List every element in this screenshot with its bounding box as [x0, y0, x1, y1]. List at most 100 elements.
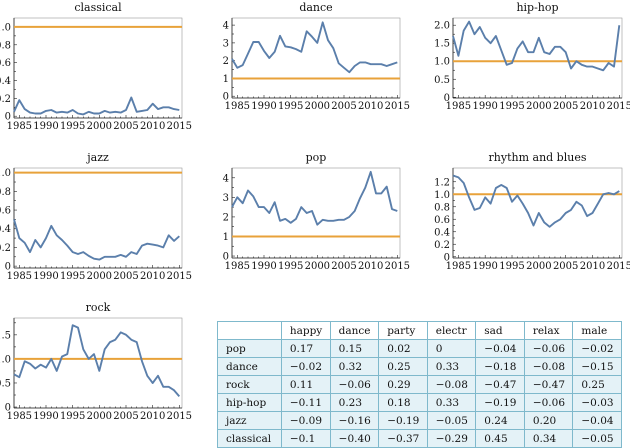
table-cell: −0.08 [523, 357, 574, 376]
y-tick-label: 0.6 [434, 215, 450, 226]
series-line [13, 96, 180, 116]
y-tick-label: 4 [223, 21, 229, 32]
table-cell: hip-hop [217, 393, 282, 412]
y-tick-label: 3 [223, 193, 229, 204]
chart-title: classical [74, 1, 122, 14]
y-tick-label: 1.0 [0, 168, 11, 179]
table-cell: −0.03 [572, 393, 622, 412]
table-cell: −0.29 [426, 429, 477, 448]
chart-dance: dance 0 1 2 3 4 1985 1990 1995 2000 2005 2010 2015 [223, 1, 410, 112]
x-tick-label: 2010 [580, 101, 605, 112]
y-tick-label: 0.6 [0, 206, 11, 217]
y-tick-label: 2 [223, 212, 229, 223]
x-tick-label: 2000 [87, 411, 112, 422]
y-tick-label: 0.2 [0, 94, 11, 105]
chart-title: rhythm and blues [489, 151, 587, 164]
table-header-cell: electr [426, 321, 477, 340]
table-cell: −0.19 [475, 393, 525, 412]
y-tick-label: 1.0 [0, 354, 11, 365]
table-row: jazz −0.09 −0.16 −0.19 −0.05 0.24 0.20 −… [217, 411, 622, 430]
table-header-cell: sad [475, 321, 525, 340]
table-header-cell: relax [523, 321, 574, 340]
x-tick-label: 1990 [251, 261, 276, 272]
table-cell: 0.34 [523, 429, 574, 448]
table-cell: −0.02 [572, 339, 622, 358]
table-cell: −0.16 [329, 411, 380, 430]
table-cell: −0.06 [329, 375, 380, 394]
table-cell: 0.15 [329, 339, 380, 358]
series-line [13, 219, 180, 261]
table-row: hip-hop −0.11 0.23 0.18 0.33 −0.19 −0.06… [217, 393, 622, 412]
x-tick-label: 1985 [7, 271, 32, 282]
table-cell: 0.33 [426, 393, 477, 412]
x-tick-label: 1995 [60, 121, 85, 132]
chart-hip-hop: hip-hop 0 0.5 1.0 1.5 2.0 1985 1990 1995 2000 2005… [434, 1, 630, 112]
table-header-cell [217, 321, 282, 340]
table-row: rock 0.11 −0.06 0.29 −0.08 −0.47 −0.47 0… [217, 375, 622, 394]
x-tick-label: 1995 [499, 261, 524, 272]
y-tick-label: 0.2 [434, 240, 450, 251]
x-tick-label: 2000 [305, 261, 330, 272]
table-header-cell: dance [329, 321, 380, 340]
y-tick-label: 0 [5, 112, 11, 123]
x-tick-label: 1990 [33, 411, 58, 422]
table-cell: −0.09 [280, 411, 331, 430]
table-cell: −0.08 [426, 375, 477, 394]
plot-frame [13, 167, 183, 269]
x-tick-label: 2010 [140, 411, 165, 422]
y-tick-label: 1 [223, 232, 229, 243]
series-line [231, 170, 398, 226]
x-tick-label: 2005 [553, 261, 578, 272]
y-tick-label: 4 [223, 173, 229, 184]
y-tick-label: 1.2 [434, 177, 450, 188]
chart-title: jazz [85, 151, 109, 164]
x-tick-label: 1990 [472, 261, 497, 272]
y-tick-label: 0.8 [434, 202, 450, 213]
series-line [452, 20, 621, 72]
x-tick-label: 2005 [331, 261, 356, 272]
y-tick-label: 0.6 [0, 58, 11, 69]
x-tick-label: 1990 [251, 101, 276, 112]
table-cell: classical [217, 429, 282, 448]
table-cell: −0.19 [378, 411, 428, 430]
x-tick-label: 2005 [113, 121, 138, 132]
table-row: dance −0.02 0.32 0.25 0.33 −0.18 −0.08 −… [217, 357, 622, 376]
x-tick-label: 2000 [305, 101, 330, 112]
x-tick-label: 2010 [580, 261, 605, 272]
x-tick-label: 2010 [358, 101, 383, 112]
x-tick-label: 1985 [7, 411, 32, 422]
table-cell: −0.06 [523, 393, 574, 412]
y-tick-label: 0.4 [0, 224, 11, 235]
table-row: pop 0.17 0.15 0.02 0 −0.04 −0.06 −0.02 [217, 339, 622, 358]
table-cell: 0.45 [475, 429, 525, 448]
y-tick-label: 1.5 [434, 39, 450, 50]
series-line [452, 174, 620, 228]
x-tick-label: 1995 [278, 101, 303, 112]
table-cell: −0.02 [280, 357, 331, 376]
y-tick-label: 2 [223, 56, 229, 67]
y-tick-label: 0.8 [0, 40, 11, 51]
x-tick-label: 2015 [167, 411, 192, 422]
y-tick-label: 0.2 [0, 243, 11, 254]
table-row: classical −0.1 −0.40 −0.37 −0.29 0.45 0.… [217, 429, 622, 448]
chart-classical: classical00.20.40.60.81.0198519901995200… [0, 1, 192, 132]
y-tick-label: 0.5 [434, 75, 450, 86]
table-cell: 0 [426, 339, 477, 358]
table-cell: jazz [217, 411, 282, 430]
x-tick-label: 1990 [472, 101, 497, 112]
y-tick-label: 1.0 [434, 190, 450, 201]
y-tick-label: 0 [444, 93, 450, 104]
x-tick-label: 2000 [87, 271, 112, 282]
x-tick-label: 1985 [7, 121, 32, 132]
y-tick-label: 0 [5, 403, 11, 414]
y-tick-label: 1.0 [434, 57, 450, 68]
x-tick-label: 2015 [167, 121, 192, 132]
x-tick-label: 1990 [33, 271, 58, 282]
table-cell: 0.24 [475, 411, 525, 430]
y-tick-label: 1.0 [0, 22, 11, 33]
table-cell: 0.20 [523, 411, 574, 430]
x-tick-label: 2005 [113, 271, 138, 282]
x-tick-label: 2015 [385, 101, 410, 112]
table-header-cell: male [572, 321, 622, 340]
